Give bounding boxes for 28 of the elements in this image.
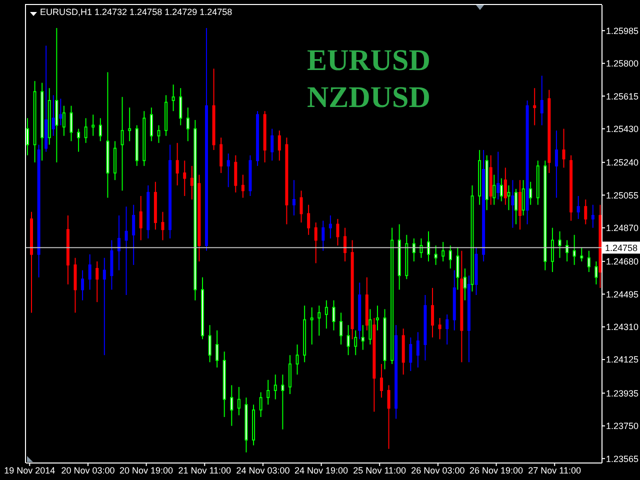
y-tick-label: 1.25055 <box>606 190 639 200</box>
chart-title: EURUSD,H1 1.24732 1.24758 1.24729 1.24758 <box>40 7 232 18</box>
y-tick-label: 1.23565 <box>606 454 639 464</box>
x-tick-label: 19 Nov 2014 <box>4 465 56 476</box>
y-tick-label: 1.25430 <box>606 124 639 134</box>
y-tick-label: 1.25615 <box>606 91 639 102</box>
y-tick-label: 1.24495 <box>606 289 639 300</box>
x-tick-label: 24 Nov 03:00 <box>236 465 290 476</box>
x-tick-label: 25 Nov 11:00 <box>353 465 406 476</box>
y-tick-label: 1.23935 <box>606 388 639 398</box>
x-tick-label: 24 Nov 19:00 <box>294 465 348 476</box>
ref-line-label: 1.24758 <box>605 243 638 254</box>
x-tick-label: 20 Nov 03:00 <box>61 465 115 476</box>
annotation: NZDUSD <box>307 80 430 116</box>
y-tick-label: 1.25240 <box>606 158 639 168</box>
y-tick-label: 1.24680 <box>606 256 639 267</box>
y-tick-label: 1.24310 <box>606 322 639 332</box>
y-tick-label: 1.24125 <box>606 354 639 365</box>
x-tick-label: 27 Nov 11:00 <box>528 465 582 476</box>
x-tick-label: 26 Nov 19:00 <box>470 465 524 476</box>
x-tick-label: 26 Nov 03:00 <box>411 465 465 476</box>
annotation: EURUSD <box>307 43 430 79</box>
x-tick-label: 21 Nov 11:00 <box>178 465 232 476</box>
y-tick-label: 1.24870 <box>606 223 639 234</box>
y-tick-label: 1.25800 <box>606 58 639 69</box>
x-tick-label: 20 Nov 19:00 <box>120 465 174 476</box>
y-tick-label: 1.23750 <box>606 421 639 432</box>
y-tick-label: 1.25985 <box>606 26 639 36</box>
